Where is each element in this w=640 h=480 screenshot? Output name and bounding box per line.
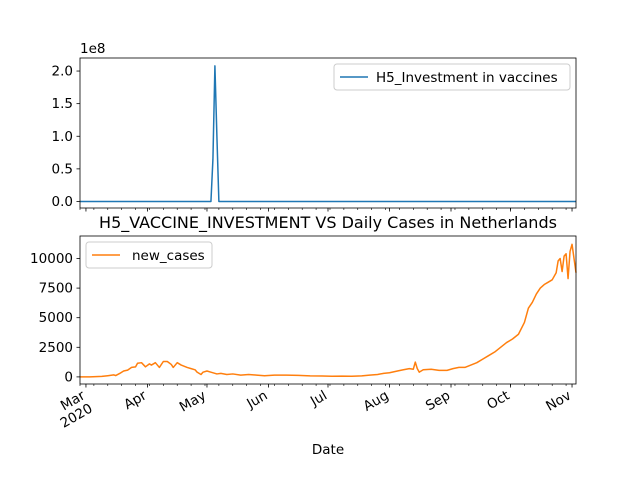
top-series-line (80, 65, 576, 203)
bottom-x-axis-label: Date (312, 442, 344, 458)
bottom-y-tick-label: 7500 (39, 281, 73, 297)
bottom-series-line (79, 243, 577, 378)
bottom-y-tick-label: 2500 (39, 340, 73, 356)
top-legend: H5_Investment in vaccines (333, 63, 571, 91)
bottom-y-ticks: 0 2500 5000 7500 10000 (30, 251, 80, 385)
top-legend-box (333, 63, 571, 91)
bottom-x-tick-label: Jul (307, 388, 330, 411)
bottom-series (79, 243, 577, 378)
bottom-y-tick-label: 0 (64, 369, 73, 385)
bottom-title: H5_VACCINE_INVESTMENT VS Daily Cases in … (99, 213, 557, 233)
top-series (80, 65, 576, 203)
bottom-legend-label: new_cases (132, 248, 205, 264)
top-y-tick-label: 0.5 (52, 161, 73, 177)
bottom-legend-box (85, 241, 213, 269)
bottom-y-tick-label: 5000 (39, 310, 73, 326)
bottom-axes-frame (79, 235, 577, 385)
top-y-tick-label: 1.5 (52, 96, 73, 112)
top-y-ticks: 0.0 0.5 1.0 1.5 2.0 (52, 64, 80, 210)
top-axes-frame (79, 57, 577, 209)
top-y-tick-label: 1.0 (52, 129, 73, 145)
top-axes: 0.0 0.5 1.0 1.5 2.0 1e8 H5_Investment in vac… (52, 41, 577, 212)
top-y-scale-label: 1e8 (80, 41, 105, 57)
bottom-legend: new_cases (85, 241, 213, 269)
bottom-y-tick-label: 10000 (30, 251, 73, 267)
top-y-tick-label: 0.0 (52, 194, 73, 210)
top-legend-label: H5_Investment in vaccines (376, 70, 558, 86)
top-y-tick-label: 2.0 (52, 64, 73, 80)
